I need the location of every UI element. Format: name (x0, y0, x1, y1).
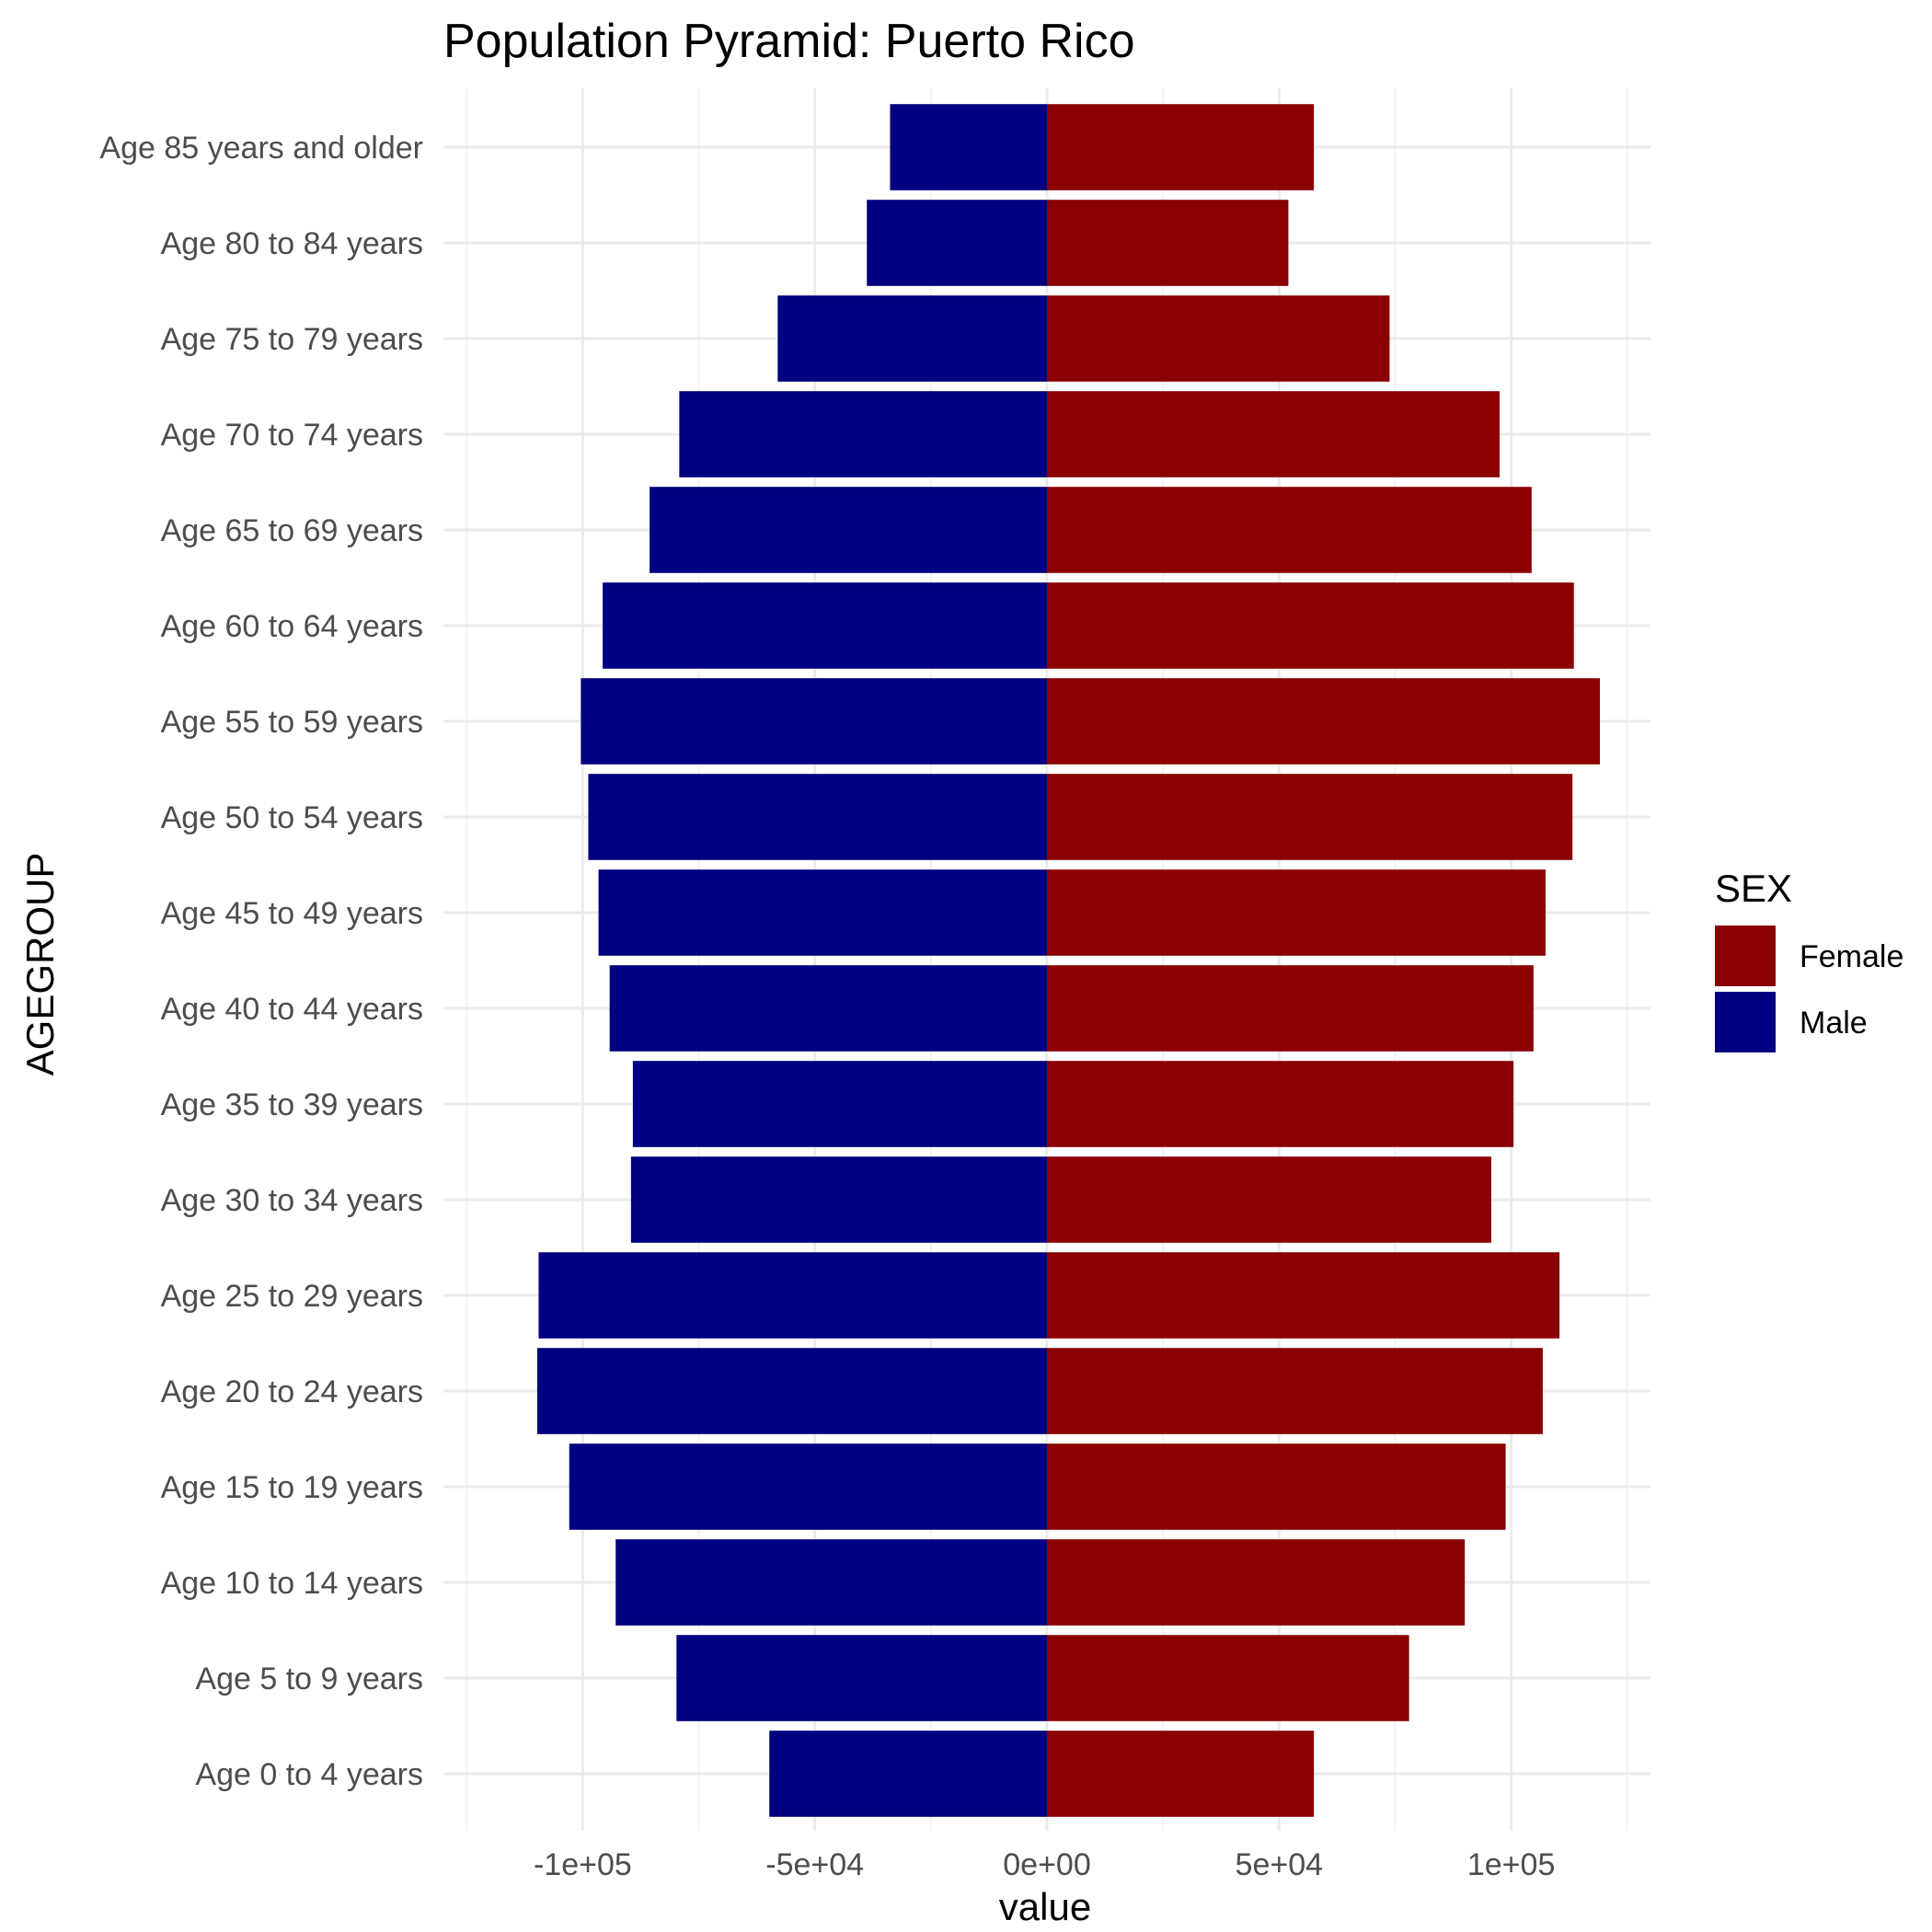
bar-female (1047, 487, 1532, 573)
bar-male (679, 391, 1047, 477)
category-label: Age 15 to 19 years (161, 1470, 423, 1505)
category-label: Age 60 to 64 years (161, 609, 423, 644)
category-label: Age 0 to 4 years (195, 1757, 423, 1792)
chart-title: Population Pyramid: Puerto Rico (443, 15, 1135, 68)
bar-female (1047, 774, 1573, 860)
category-label: Age 35 to 39 years (161, 1087, 423, 1122)
legend-key-male (1715, 992, 1776, 1052)
category-label: Age 70 to 74 years (161, 418, 423, 453)
bar-male (890, 104, 1047, 190)
category-label: Age 50 to 54 years (161, 800, 423, 835)
x-tick-label: 0e+00 (1003, 1847, 1091, 1882)
x-tick-label: 5e+04 (1236, 1847, 1324, 1882)
bar-female (1047, 1061, 1514, 1147)
bar-male (538, 1252, 1047, 1339)
bar-female (1047, 678, 1600, 765)
category-label: Age 75 to 79 years (161, 322, 423, 357)
bar-female (1047, 1635, 1409, 1721)
category-label: Age 55 to 59 years (161, 705, 423, 740)
bar-male (632, 1061, 1047, 1147)
bar-male (615, 1539, 1047, 1626)
bar-male (867, 200, 1047, 286)
bar-male (603, 582, 1047, 669)
y-axis-labels: Age 0 to 4 years Age 5 to 9 years Age 10 t… (99, 131, 423, 1792)
category-label: Age 30 to 34 years (161, 1183, 423, 1218)
bar-male (769, 1731, 1047, 1817)
y-axis-title: AGEGROUP (18, 853, 62, 1076)
legend-label-female: Female (1800, 939, 1903, 974)
category-label: Age 10 to 14 years (161, 1566, 423, 1601)
bar-female (1047, 965, 1534, 1052)
legend-key-female (1715, 926, 1776, 986)
category-label: Age 85 years and older (99, 131, 423, 166)
bar-male (581, 678, 1047, 765)
bar-female (1047, 869, 1546, 956)
category-label: Age 40 to 44 years (161, 992, 423, 1027)
bar-male (650, 487, 1047, 573)
x-axis-labels: -1e+05 -5e+04 0e+00 5e+04 1e+05 (534, 1847, 1555, 1882)
bars (536, 104, 1600, 1817)
x-tick-label: -1e+05 (534, 1847, 632, 1882)
bar-female (1047, 391, 1500, 477)
bar-female (1047, 295, 1390, 382)
category-label: Age 25 to 29 years (161, 1279, 423, 1314)
category-label: Age 65 to 69 years (161, 513, 423, 548)
bar-male (777, 295, 1047, 382)
bar-female (1047, 1443, 1506, 1530)
bar-male (676, 1635, 1047, 1721)
x-axis-title: value (999, 1885, 1091, 1928)
bar-male (598, 869, 1047, 956)
bar-male (630, 1156, 1047, 1243)
bar-female (1047, 1539, 1466, 1626)
bar-male (609, 965, 1047, 1052)
category-label: Age 45 to 49 years (161, 896, 423, 931)
category-label: Age 20 to 24 years (161, 1374, 423, 1409)
bar-male (588, 774, 1047, 860)
legend: SEX Female Male (1715, 867, 1903, 1052)
x-tick-label: 1e+05 (1467, 1847, 1556, 1882)
bar-female (1047, 1252, 1560, 1339)
category-label: Age 80 to 84 years (161, 226, 423, 261)
bar-female (1047, 104, 1315, 190)
bar-male (536, 1348, 1047, 1434)
bar-female (1047, 582, 1574, 669)
legend-label-male: Male (1800, 1006, 1868, 1041)
x-tick-label: -5e+04 (765, 1847, 864, 1882)
bar-female (1047, 200, 1289, 286)
bar-female (1047, 1731, 1315, 1817)
legend-title: SEX (1715, 867, 1792, 910)
bar-female (1047, 1156, 1491, 1243)
bar-male (569, 1443, 1047, 1530)
category-label: Age 5 to 9 years (195, 1662, 423, 1696)
bar-female (1047, 1348, 1543, 1434)
